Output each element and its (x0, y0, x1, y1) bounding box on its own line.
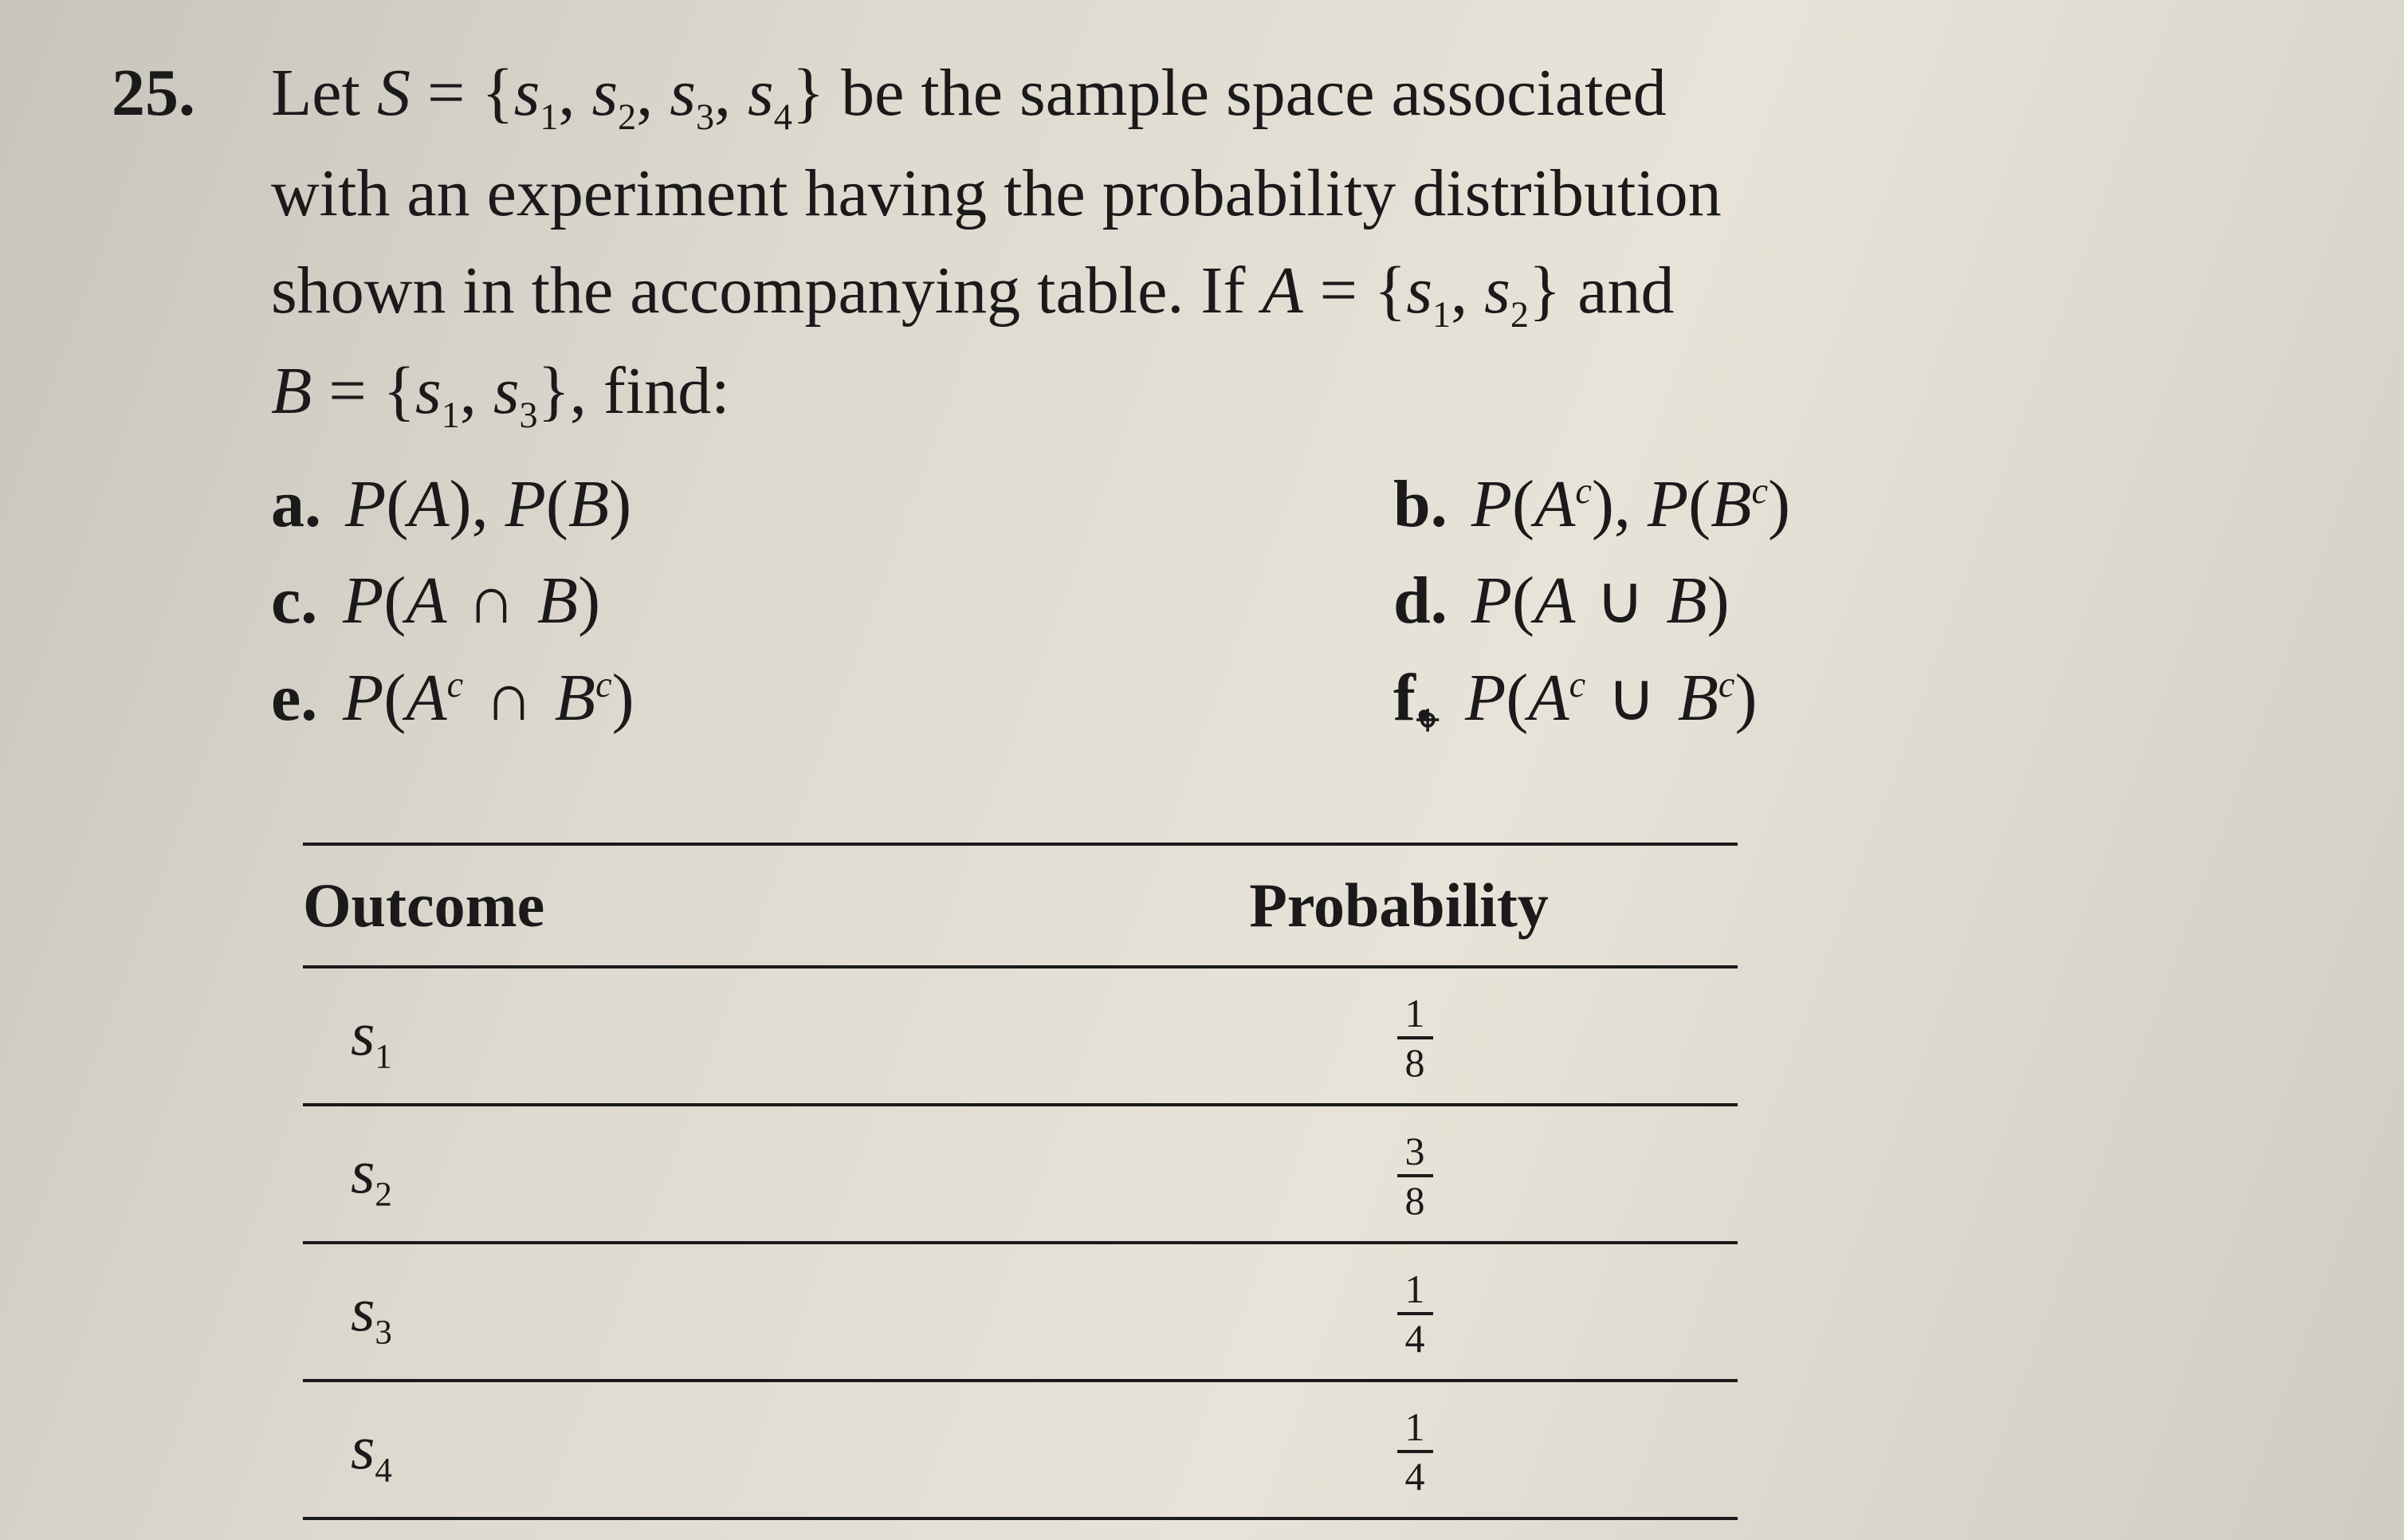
part-b: b. P(Ac), P(Bc) (1393, 459, 2308, 549)
outcome-cell: s3 (303, 1243, 1092, 1381)
prompt-line-2: with an experiment having the probabilit… (271, 148, 2308, 238)
prob-cell: 18 (1092, 967, 1738, 1105)
prob-cell: 14 (1092, 1243, 1738, 1381)
prob-cell: 14 (1092, 1381, 1738, 1518)
probability-table: Outcome Probability s1 18 s2 38 (303, 843, 1738, 1520)
table-row: s3 14 (303, 1243, 1738, 1381)
part-f-label: f.⌖ (1393, 653, 1441, 748)
prompt-line-1: Let S = {s1, s2, s3, s4} be the sample s… (271, 48, 2308, 142)
part-a: a. P(A), P(B) (271, 459, 1186, 549)
part-f-content: P(Ac ∪ Bc) (1465, 653, 1757, 743)
outcome-cell: s2 (303, 1105, 1092, 1243)
prob-cell: 38 (1092, 1105, 1738, 1243)
part-d: d. P(A ∪ B) (1393, 556, 2308, 646)
caret-annotation: ⌖ (1416, 693, 1439, 747)
prompt-line-3: shown in the accompanying table. If A = … (271, 246, 2308, 340)
part-a-label: a. (271, 459, 321, 549)
prompt-line-4: B = {s1, s3}, find: (271, 346, 2308, 440)
part-b-content: P(Ac), P(Bc) (1471, 459, 1790, 549)
col-probability: Probability (1092, 844, 1738, 966)
part-b-label: b. (1393, 459, 1448, 549)
part-d-label: d. (1393, 556, 1448, 646)
part-c-content: P(A ∩ B) (343, 556, 600, 646)
outcome-cell: s4 (303, 1381, 1092, 1518)
question-number: 25. (112, 48, 195, 138)
part-a-content: P(A), P(B) (345, 459, 631, 549)
part-e: e. P(Ac ∩ Bc) (271, 653, 1186, 748)
part-f: f.⌖ P(Ac ∪ Bc) (1393, 653, 2308, 748)
parts-list: a. P(A), P(B) b. P(Ac), P(Bc) c. P(A ∩ B… (271, 459, 2308, 748)
part-e-label: e. (271, 653, 319, 743)
table-row: s4 14 (303, 1381, 1738, 1518)
question-body: Let S = {s1, s2, s3, s4} be the sample s… (271, 48, 2308, 1520)
part-c-label: c. (271, 556, 319, 646)
table-row: s2 38 (303, 1105, 1738, 1243)
col-outcome: Outcome (303, 844, 1092, 966)
outcome-cell: s1 (303, 967, 1092, 1105)
part-d-content: P(A ∪ B) (1471, 556, 1730, 646)
part-e-content: P(Ac ∩ Bc) (343, 653, 634, 743)
problem-25: 25. Let S = {s1, s2, s3, s4} be the samp… (0, 0, 2404, 1540)
table-row: s1 18 (303, 967, 1738, 1105)
part-c: c. P(A ∩ B) (271, 556, 1186, 646)
